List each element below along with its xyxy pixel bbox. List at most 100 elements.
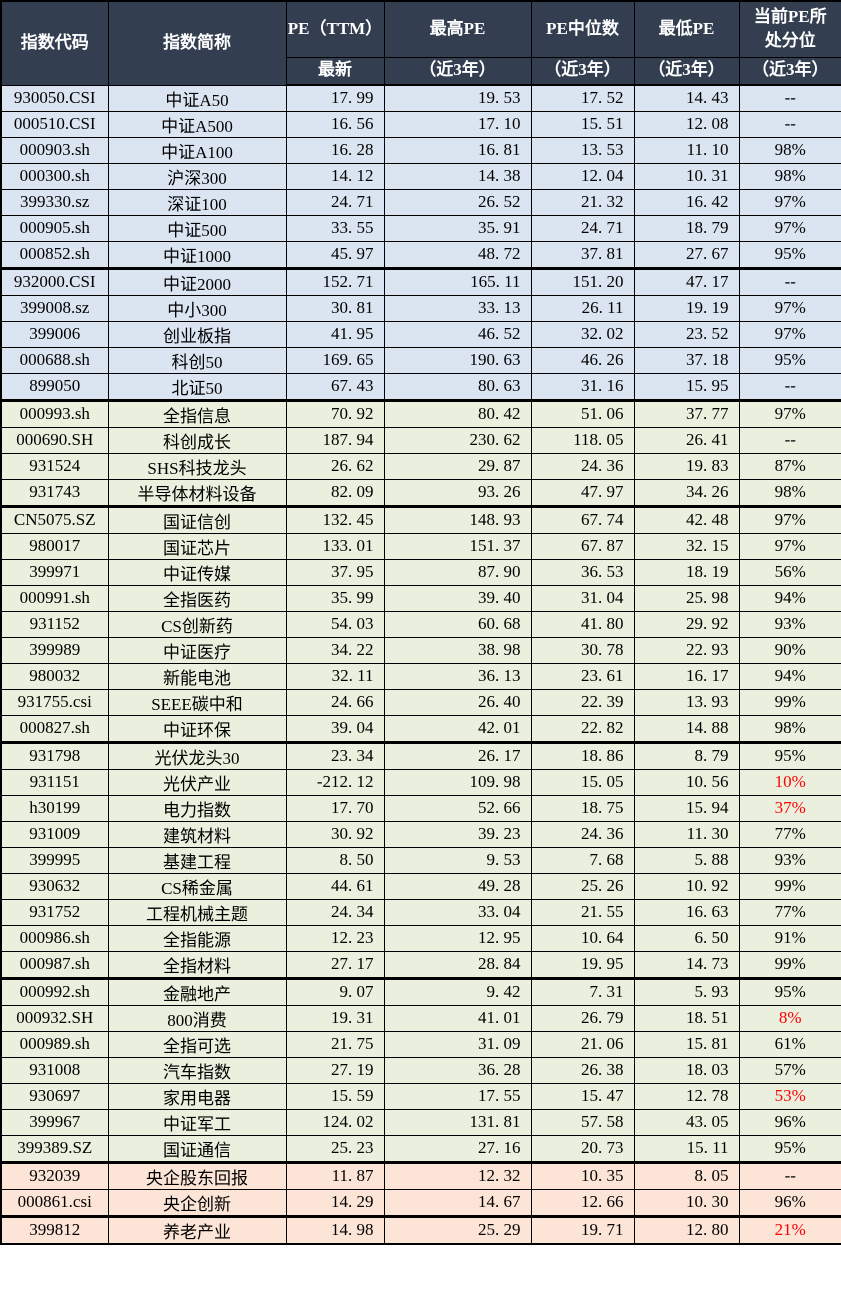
pe-ttm-cell: 82. 09 — [285, 478, 385, 508]
max-pe-cell: 39. 23 — [383, 820, 532, 848]
min-pe-cell: 16. 63 — [633, 898, 740, 926]
max-pe-cell: 29. 87 — [383, 452, 532, 480]
percentile-cell: 10% — [738, 768, 841, 796]
table-row: 932039 央企股东回报 11. 87 12. 32 10. 35 8. 05 -- — [0, 1161, 841, 1190]
pe-ttm-cell: 169. 65 — [285, 346, 385, 374]
pe-ttm-cell: 37. 95 — [285, 558, 385, 586]
max-pe-cell: 48. 72 — [383, 240, 532, 270]
percentile-cell: 97% — [738, 214, 841, 242]
percentile-cell: 99% — [738, 950, 841, 980]
min-pe-cell: 23. 52 — [633, 320, 740, 348]
table-body: 930050.CSI 中证A50 17. 99 19. 53 17. 52 14. 43-… — [0, 84, 841, 1244]
min-pe-cell: 25. 98 — [633, 584, 740, 612]
pe-ttm-cell: 14. 12 — [285, 162, 385, 190]
index-name-cell: 中小300 — [107, 294, 287, 322]
percentile-cell: 57% — [738, 1056, 841, 1084]
min-pe-cell: 19. 19 — [633, 294, 740, 322]
table-row: 399812 养老产业 14. 98 25. 29 19. 71 12. 80 21% — [0, 1215, 841, 1244]
index-code-cell: 931752 — [0, 898, 109, 926]
median-pe-cell: 15. 51 — [530, 110, 635, 138]
percentile-cell: 56% — [738, 558, 841, 586]
max-pe-cell: 33. 13 — [383, 294, 532, 322]
index-code-cell: 000510.CSI — [0, 110, 109, 138]
min-pe-cell: 14. 43 — [633, 84, 740, 112]
pe-ttm-cell: 45. 97 — [285, 240, 385, 270]
percentile-cell: 97% — [738, 532, 841, 560]
pe-ttm-cell: 14. 98 — [285, 1215, 385, 1244]
index-name-cell: 光伏产业 — [107, 768, 287, 796]
percentile-cell: 97% — [738, 320, 841, 348]
pe-ttm-cell: 12. 23 — [285, 924, 385, 952]
max-pe-cell: 148. 93 — [383, 505, 532, 534]
percentile-cell: 53% — [738, 1082, 841, 1110]
index-name-cell: SHS科技龙头 — [107, 452, 287, 480]
index-code-cell: 000987.sh — [0, 950, 109, 980]
index-code-cell: 000861.csi — [0, 1188, 109, 1218]
index-code-cell: 399971 — [0, 558, 109, 586]
index-code-cell: 000690.SH — [0, 426, 109, 454]
percentile-cell: 98% — [738, 478, 841, 508]
index-code-cell: 000905.sh — [0, 214, 109, 242]
header-index-name: 指数简称 — [107, 0, 287, 86]
index-name-cell: 国证通信 — [107, 1134, 287, 1164]
table-row: 000905.sh 中证500 33. 55 35. 91 24. 71 18. 79 97… — [0, 214, 841, 242]
index-code-cell: 000992.sh — [0, 977, 109, 1006]
median-pe-cell: 22. 82 — [530, 714, 635, 744]
median-pe-cell: 31. 04 — [530, 584, 635, 612]
index-name-cell: 全指可选 — [107, 1030, 287, 1058]
index-code-cell: 931755.csi — [0, 688, 109, 716]
index-code-cell: CN5075.SZ — [0, 505, 109, 534]
median-pe-cell: 51. 06 — [530, 399, 635, 428]
pe-ttm-cell: 41. 95 — [285, 320, 385, 348]
max-pe-cell: 14. 38 — [383, 162, 532, 190]
index-name-cell: 国证信创 — [107, 505, 287, 534]
max-pe-cell: 60. 68 — [383, 610, 532, 638]
index-name-cell: 基建工程 — [107, 846, 287, 874]
max-pe-cell: 26. 52 — [383, 188, 532, 216]
index-code-cell: 000688.sh — [0, 346, 109, 374]
pe-ttm-cell: 21. 75 — [285, 1030, 385, 1058]
percentile-cell: -- — [738, 84, 841, 112]
max-pe-cell: 38. 98 — [383, 636, 532, 664]
table-row: 980032 新能电池 32. 11 36. 13 23. 61 16. 17 94% — [0, 662, 841, 690]
min-pe-cell: 12. 78 — [633, 1082, 740, 1110]
pe-ttm-cell: 17. 99 — [285, 84, 385, 112]
index-name-cell: 科创50 — [107, 346, 287, 374]
percentile-cell: -- — [738, 267, 841, 296]
index-code-cell: 399989 — [0, 636, 109, 664]
table-row: 000932.SH 800消费 19. 31 41. 01 26. 79 18. 51 8% — [0, 1004, 841, 1032]
table-row: 399008.sz 中小300 30. 81 33. 13 26. 11 19. 19 97… — [0, 294, 841, 322]
index-code-cell: 000991.sh — [0, 584, 109, 612]
pe-ttm-cell: 25. 23 — [285, 1134, 385, 1164]
min-pe-cell: 10. 31 — [633, 162, 740, 190]
median-pe-cell: 46. 26 — [530, 346, 635, 374]
median-pe-cell: 26. 11 — [530, 294, 635, 322]
max-pe-cell: 26. 40 — [383, 688, 532, 716]
percentile-cell: 98% — [738, 714, 841, 744]
index-code-cell: 931151 — [0, 768, 109, 796]
index-code-cell: 000993.sh — [0, 399, 109, 428]
table-row: 000861.csi 央企创新 14. 29 14. 67 12. 66 10. 30 96… — [0, 1188, 841, 1218]
index-name-cell: 养老产业 — [107, 1215, 287, 1244]
index-code-cell: 399995 — [0, 846, 109, 874]
min-pe-cell: 13. 93 — [633, 688, 740, 716]
subheader-3yr-min: （近3年） — [633, 56, 740, 86]
index-name-cell: 国证芯片 — [107, 532, 287, 560]
pe-ttm-cell: 39. 04 — [285, 714, 385, 744]
table-row: 000688.sh 科创50 169. 65 190. 63 46. 26 37. 18 9… — [0, 346, 841, 374]
table-header: 指数代码 指数简称 PE（TTM） 最高PE PE中位数 最低PE 当前PE所 … — [0, 0, 841, 86]
median-pe-cell: 13. 53 — [530, 136, 635, 164]
min-pe-cell: 26. 41 — [633, 426, 740, 454]
median-pe-cell: 10. 64 — [530, 924, 635, 952]
table-row: 931755.csi SEEE碳中和 24. 66 26. 40 22. 39 13. 9… — [0, 688, 841, 716]
median-pe-cell: 12. 04 — [530, 162, 635, 190]
index-name-cell: 中证军工 — [107, 1108, 287, 1136]
header-row-sub: 最新 （近3年） （近3年） （近3年） （近3年） — [1, 56, 841, 86]
max-pe-cell: 17. 10 — [383, 110, 532, 138]
index-name-cell: 央企股东回报 — [107, 1161, 287, 1190]
max-pe-cell: 52. 66 — [383, 794, 532, 822]
median-pe-cell: 151. 20 — [530, 267, 635, 296]
max-pe-cell: 31. 09 — [383, 1030, 532, 1058]
table-row: 930697 家用电器 15. 59 17. 55 15. 47 12. 78 53% — [0, 1082, 841, 1110]
pe-ttm-cell: 70. 92 — [285, 399, 385, 428]
